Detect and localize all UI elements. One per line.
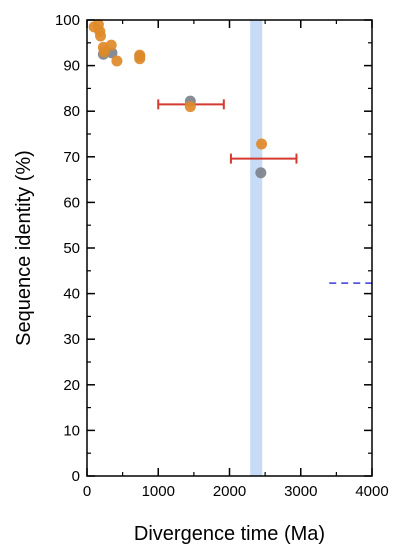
orange-point-10: [134, 53, 146, 65]
y-tick-label: 30: [63, 331, 80, 348]
data-point-layer: [88, 19, 268, 179]
x-tick-label: 1000: [142, 483, 175, 500]
y-tick-label: 20: [63, 377, 80, 394]
x-tick-label: 4000: [355, 483, 388, 500]
plot-frame: [86, 19, 373, 477]
error-bar-2: [229, 153, 298, 164]
y-tick-label: 80: [63, 103, 80, 120]
gray-point-5: [255, 167, 267, 179]
orange-point-12: [256, 138, 268, 150]
x-axis-title: Divergence time (Ma): [134, 523, 325, 545]
y-tick-label: 0: [72, 468, 80, 485]
y-tick-label: 100: [55, 12, 80, 29]
axis-ticks-layer: 0 1000 2000 3000 4000 0 10 20 30 40 50 60 70 80 90 100: [55, 12, 389, 500]
x-tick-label: 0: [83, 483, 91, 500]
x-tick-label: 2000: [213, 483, 246, 500]
error-bar-layer: [157, 99, 298, 164]
y-tick-label: 90: [63, 58, 80, 75]
orange-point-11: [184, 101, 196, 113]
x-tick-label: 3000: [284, 483, 317, 500]
orange-point-6: [98, 46, 110, 58]
y-axis-title: Sequence identity (%): [13, 150, 35, 346]
y-tick-label: 60: [63, 194, 80, 211]
y-tick-label: 10: [63, 422, 80, 439]
orange-point-4: [95, 30, 107, 42]
orange-point-8: [111, 55, 123, 67]
vertical-band: [250, 20, 263, 476]
y-tick-label: 50: [63, 240, 80, 257]
y-tick-label: 70: [63, 149, 80, 166]
y-tick-label: 40: [63, 286, 80, 303]
vertical-band-layer: [250, 20, 263, 476]
orange-point-7: [105, 39, 117, 51]
